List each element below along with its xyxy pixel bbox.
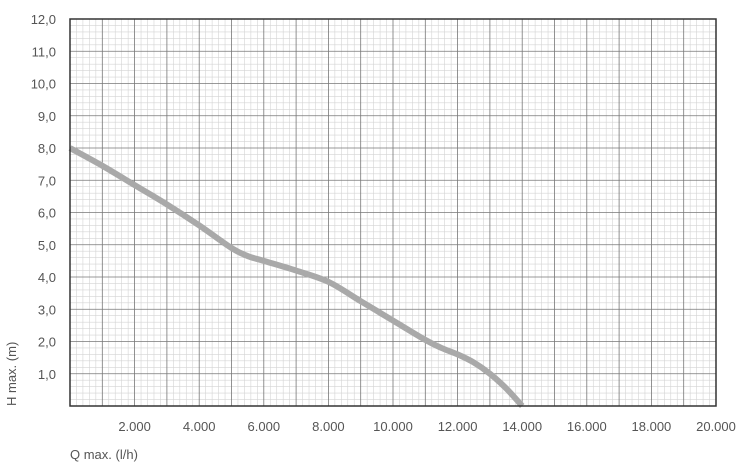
x-tick-label: 8.000: [312, 419, 345, 434]
x-tick-label: 2.000: [118, 419, 151, 434]
y-axis-label: H max. (m): [4, 342, 19, 406]
x-axis-label: Q max. (l/h): [70, 447, 138, 462]
y-tick-labels: 1,0 2,0 3,0 4,0 5,0 6,0 7,0 8,0 9,0 10,0 11,0 12,0: [31, 12, 56, 382]
x-tick-label: 4.000: [183, 419, 216, 434]
plot-frame: [69, 18, 717, 407]
x-tick-label: 12.000: [438, 419, 478, 434]
y-tick-label: 3,0: [38, 302, 56, 317]
x-tick-label: 20.000: [696, 419, 736, 434]
x-tick-label: 18.000: [632, 419, 672, 434]
y-tick-label: 6,0: [38, 206, 56, 221]
y-tick-label: 5,0: [38, 238, 56, 253]
y-tick-label: 8,0: [38, 141, 56, 156]
series-layer: [68, 145, 525, 409]
x-tick-label: 6.000: [248, 419, 281, 434]
x-tick-label: 14.000: [502, 419, 542, 434]
pump-curve-line: [68, 145, 525, 409]
y-tick-label: 2,0: [38, 335, 56, 350]
x-tick-labels: 2.000 4.000 6.000 8.000 10.000 12.000 14.000 16…: [118, 419, 736, 434]
y-tick-label: 1,0: [38, 367, 56, 382]
y-tick-label: 11,0: [32, 44, 56, 59]
major-grid: [70, 19, 716, 406]
y-tick-label: 9,0: [38, 109, 56, 124]
y-tick-label: 4,0: [38, 270, 56, 285]
y-tick-label: 7,0: [38, 173, 56, 188]
x-tick-label: 16.000: [567, 419, 607, 434]
x-tick-label: 10.000: [373, 419, 413, 434]
y-tick-label: 12,0: [31, 12, 56, 27]
y-tick-label: 10,0: [31, 77, 56, 92]
